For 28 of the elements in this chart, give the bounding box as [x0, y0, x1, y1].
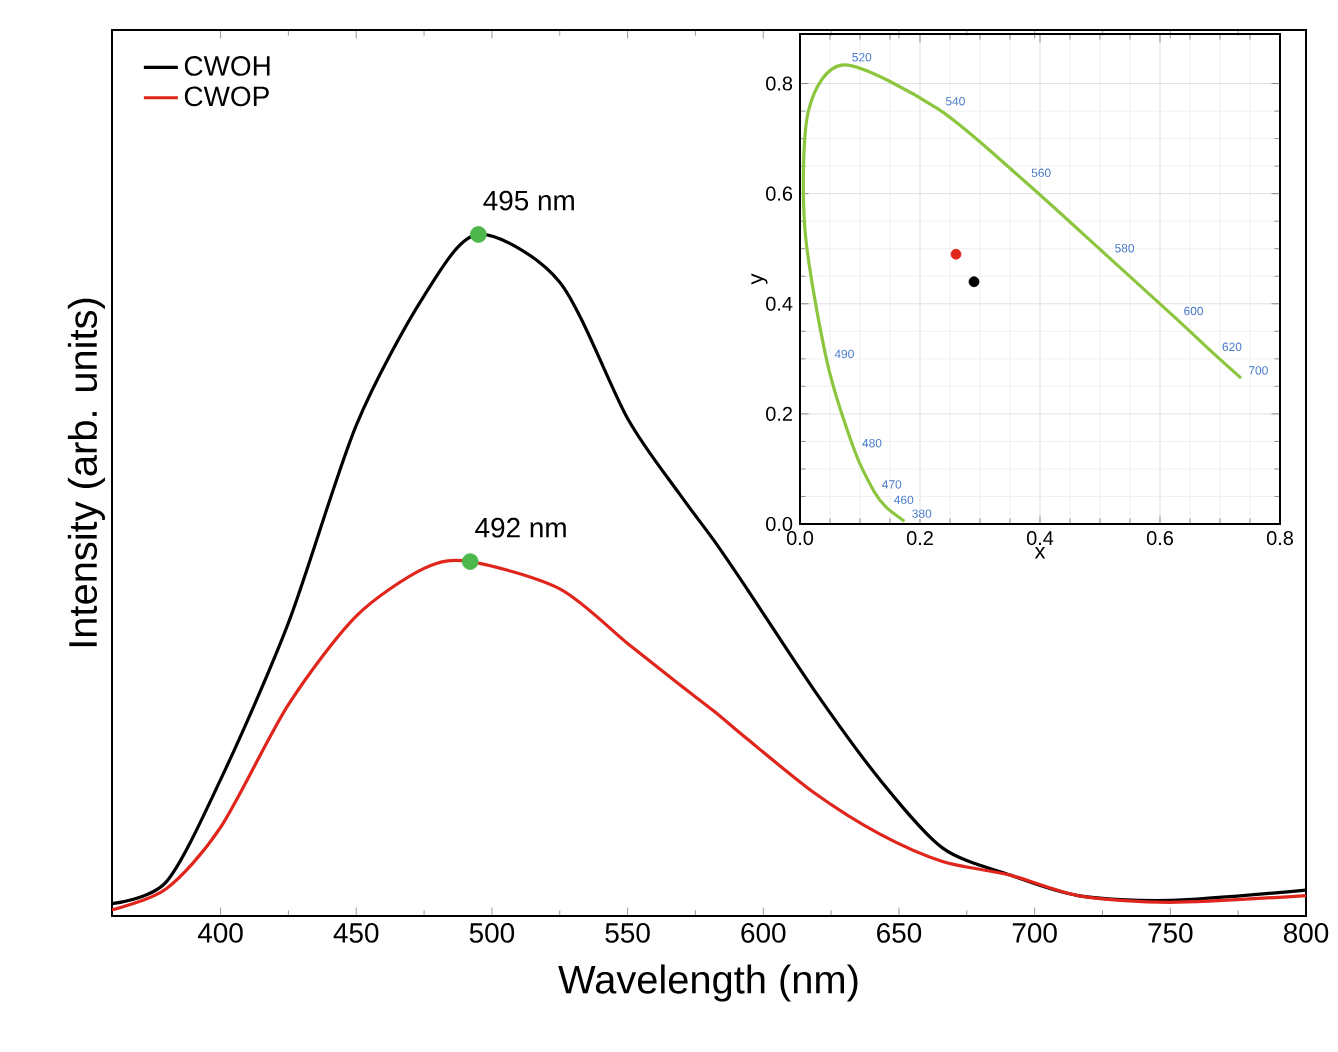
y-tick-label: 0.2 — [766, 406, 792, 421]
y-axis-title: Intensity (arb. units) — [67, 298, 105, 647]
x-tick-label: 750 — [1148, 923, 1193, 943]
x-tick-label: 0.0 — [786, 531, 814, 546]
annotation: 495 nm — [483, 190, 574, 211]
y-tick-label: 0.0 — [766, 516, 793, 532]
y-tick-label: 0.4 — [766, 296, 793, 311]
y-tick-label: 0.6 — [766, 186, 793, 201]
x-tick-label: 650 — [877, 923, 922, 943]
x-tick-label: 0.2 — [906, 531, 933, 546]
annotation: 492 nm — [475, 517, 566, 538]
x-tick-label: 450 — [333, 923, 379, 943]
x-tick-label: 0.8 — [1266, 531, 1293, 546]
x-tick-label: 0.4 — [1026, 531, 1054, 546]
y-axis-title: y — [751, 273, 768, 285]
x-tick-label: 550 — [605, 923, 650, 943]
line-series — [801, 63, 1243, 523]
y-tick-label: 0.8 — [766, 76, 793, 91]
x-axis-title: x — [1034, 546, 1046, 559]
x-axis-title: Wavelength (nm) — [558, 964, 858, 1002]
x-tick-label: 600 — [741, 923, 786, 943]
x-tick-label: 800 — [1283, 923, 1329, 943]
x-tick-label: 500 — [469, 923, 515, 943]
legend-label: CWOH — [184, 56, 270, 76]
x-tick-label: 400 — [197, 923, 243, 943]
x-tick-label: 700 — [1012, 923, 1057, 943]
x-tick-label: 0.6 — [1146, 531, 1173, 546]
legend-label: CWOP — [184, 86, 269, 107]
